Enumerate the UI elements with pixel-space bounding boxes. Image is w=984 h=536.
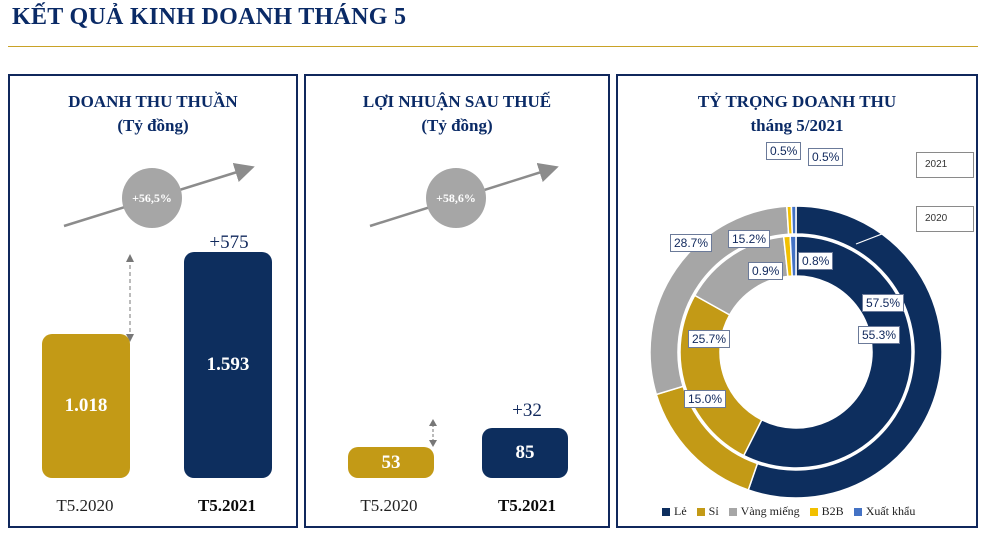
legend-item-xuat-khau: Xuất khẩu [853, 504, 916, 519]
profit-subtitle: (Tỷ đồng) [421, 116, 493, 135]
share-legend: Lẻ Sỉ Vàng miếng B2B Xuất khẩu [662, 504, 915, 519]
legend-swatch-vang-mieng [728, 507, 737, 516]
legend-item-le: Lẻ [662, 504, 687, 519]
profit-category-2020: T5.2020 [360, 496, 418, 515]
label-2020-xuat-khau: 0.8% [798, 252, 834, 270]
title-divider [8, 46, 978, 47]
revenue-title: DOANH THU THUẦN [68, 92, 238, 111]
revenue-category-2020: T5.2020 [56, 496, 114, 515]
share-title: TỶ TRỌNG DOANH THU [697, 92, 897, 111]
ring-label-2021: 2021 [916, 152, 974, 178]
label-2020-vang-mieng: 15.2% [728, 230, 771, 248]
legend-item-vang-mieng: Vàng miếng [728, 504, 800, 519]
legend-item-b2b: B2B [809, 504, 844, 519]
label-2021-le: 55.3% [858, 326, 901, 344]
legend-swatch-le [662, 507, 670, 516]
legend-item-si: Sỉ [696, 504, 719, 519]
legend-label-b2b: B2B [821, 504, 844, 518]
legend-label-xuat-khau: Xuất khẩu [865, 504, 916, 518]
legend-label-si: Sỉ [708, 504, 719, 518]
legend-swatch-b2b [809, 507, 818, 516]
legend-swatch-xuat-khau [853, 507, 862, 516]
label-2021-b2b: 0.5% [766, 142, 802, 160]
revenue-subtitle: (Tỷ đồng) [117, 116, 189, 135]
label-2020-b2b: 0.9% [748, 262, 784, 280]
label-2020-le: 57.5% [862, 294, 905, 312]
revenue-growth-badge: +56,5% [122, 168, 182, 228]
share-panel: TỶ TRỌNG DOANH THU tháng 5/2021 2021 202… [616, 74, 978, 528]
donut-slice-2020-xuat-khau [789, 235, 797, 277]
label-2021-vang-mieng: 28.7% [670, 234, 713, 252]
ring-pointer-line-1 [855, 219, 919, 245]
revenue-bar-2021: 1.593 [184, 252, 272, 478]
ring-label-2020: 2020 [916, 206, 974, 232]
profit-bar-2020: 53 [348, 447, 434, 478]
page-title: KẾT QUẢ KINH DOANH THÁNG 5 [12, 4, 407, 30]
legend-swatch-si [696, 507, 705, 516]
profit-bar-2021: 85 [482, 428, 568, 478]
legend-label-le: Lẻ [674, 504, 687, 518]
profit-panel: LỢI NHUẬN SAU THUẾ (Tỷ đồng) +58,6% +32 … [304, 74, 610, 528]
revenue-bar-2020: 1.018 [42, 334, 130, 478]
legend-label-vang-mieng: Vàng miếng [740, 504, 800, 518]
revenue-category-2021: T5.2021 [197, 496, 257, 515]
label-2021-xuat-khau: 0.5% [808, 148, 844, 166]
profit-growth-badge: +58,6% [426, 168, 486, 228]
revenue-panel: DOANH THU THUẦN (Tỷ đồng) +56,5% +575 1.… [8, 74, 298, 528]
profit-delta-label: +32 [512, 400, 542, 421]
label-2021-si: 15.0% [684, 390, 727, 408]
revenue-delta-label: +575 [209, 232, 249, 253]
share-subtitle: tháng 5/2021 [750, 116, 844, 135]
profit-category-2021: T5.2021 [497, 496, 557, 515]
label-2020-si: 25.7% [688, 330, 731, 348]
donut-slice-2021-xuat-khau [790, 205, 797, 235]
profit-title: LỢI NHUẬN SAU THUẾ [362, 92, 552, 111]
ring-pointer-line-0 [863, 165, 919, 189]
